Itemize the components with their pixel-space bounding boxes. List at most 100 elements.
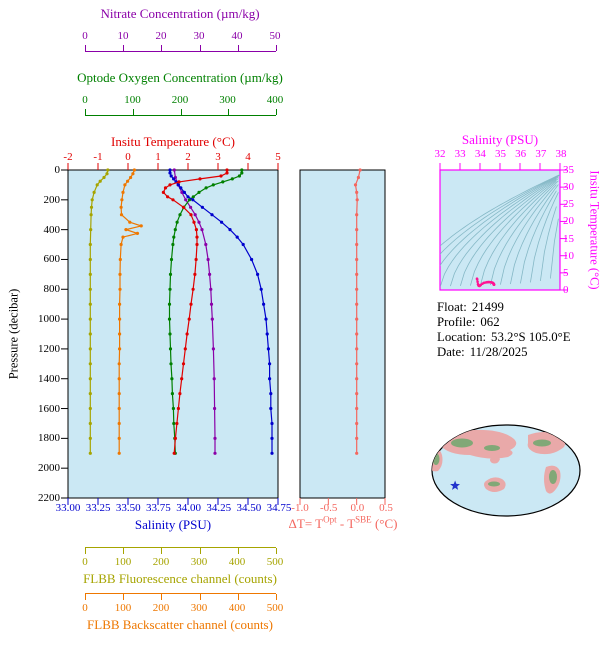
tick-label: 35 — [495, 148, 506, 160]
world-map — [431, 424, 581, 517]
fluorescence-axis-title: FLBB Fluorescence channel (counts) — [83, 571, 277, 586]
ts-salinity-axis-title: Salinity (PSU) — [461, 132, 539, 147]
series-fluorescence — [88, 168, 110, 455]
tick-label: 100 — [124, 94, 141, 106]
main-plot-canvas — [61, 163, 279, 505]
tick-mark — [276, 548, 277, 554]
map-continents — [432, 429, 574, 494]
tick-label: 800 — [43, 283, 61, 296]
fluorescence-axis-line — [85, 547, 277, 554]
backscatter-axis-labels: 0 100 200 300 400 500 — [82, 602, 283, 615]
oxygen-axis-title: Optode Oxygen Concentration (µm/kg) — [77, 70, 283, 85]
tick-mark — [161, 548, 163, 554]
float-info-block: Float: 21499 Profile: 062 Location: 53.2°S … — [437, 300, 571, 360]
tick-label: 34 — [474, 148, 486, 160]
nitrate-axis-labels: 0 10 20 30 40 50 — [82, 30, 280, 43]
tick-label: 600 — [43, 253, 61, 266]
temperature-axis-title: Insitu Temperature (°C) — [111, 134, 235, 149]
tick-label: 0 — [54, 164, 61, 176]
series-backscatter — [117, 168, 144, 455]
tick-label: 30 — [563, 181, 574, 194]
tick-mark — [199, 45, 201, 51]
location-value: 53.2°S 105.0°E — [491, 330, 571, 344]
tick-label: -2 — [63, 151, 73, 163]
fluorescence-axis-labels: 0 100 200 300 400 500 — [82, 556, 283, 569]
tick-label: 20 — [155, 30, 167, 42]
tick-label: 34.25 — [206, 502, 232, 514]
tick-label: 2200 — [38, 492, 60, 504]
float-location-star — [450, 480, 460, 490]
tick-label: 37 — [535, 148, 547, 160]
tick-mark — [276, 109, 277, 115]
oxygen-axis-line — [85, 109, 277, 116]
pressure-axis-title: Pressure (decibar) — [6, 288, 21, 380]
tick-label: 35 — [563, 164, 574, 176]
tick-label: 500 — [266, 602, 284, 614]
float-value: 21499 — [471, 300, 504, 314]
tick-label: 300 — [219, 94, 236, 106]
date-row: Date: 11/28/2025 — [437, 345, 571, 360]
tick-label: 4 — [245, 151, 251, 163]
tick-label: 0 — [82, 94, 88, 106]
vegetation-patch — [451, 438, 473, 448]
tick-label: 15 — [563, 232, 574, 245]
vegetation-patch — [533, 439, 551, 447]
tick-mark — [132, 109, 134, 115]
tick-mark — [161, 594, 163, 600]
tick-label: 0.5 — [379, 502, 393, 514]
tick-label: 1200 — [38, 342, 60, 355]
vegetation-patch — [484, 445, 500, 451]
ts-temperature-axis-labels: 0 5 10 15 20 25 30 35 — [563, 164, 583, 296]
tick-label: 1600 — [38, 402, 60, 415]
tick-label: 20 — [563, 215, 574, 228]
salinity-axis-title: Salinity (PSU) — [134, 517, 212, 532]
salinity-axis-labels: 33.00 33.25 33.50 33.75 34.00 34.25 34.50 34.75 — [56, 502, 292, 515]
delta-t-title-part: (°C) — [371, 516, 398, 531]
tick-label: 2 — [185, 151, 191, 163]
tick-mark — [123, 594, 125, 600]
tick-label: 400 — [43, 223, 61, 236]
tick-label: -1.0 — [291, 502, 309, 514]
tick-mark — [85, 45, 86, 51]
profile-value: 062 — [480, 315, 500, 329]
tick-label: 50 — [269, 30, 281, 42]
tick-label: 33.50 — [115, 502, 141, 514]
tick-mark — [237, 594, 239, 600]
series-delta-t — [353, 168, 362, 455]
tick-label: 33.00 — [55, 502, 81, 514]
oxygen-axis-labels: 0 100 200 300 400 — [82, 94, 283, 107]
ts-temperature-axis-title: Insitu Temperature (°C) — [587, 170, 602, 290]
pressure-axis-labels: 0 200 400 600 800 1000 1200 1400 1600 1800 2000 220… — [26, 164, 61, 504]
tick-label: 5 — [563, 266, 569, 279]
continent-eurasia — [440, 429, 517, 459]
tick-label: -0.5 — [319, 502, 338, 514]
tick-label: 200 — [152, 556, 170, 568]
profile-label: Profile: — [437, 315, 476, 329]
tick-mark — [85, 548, 86, 554]
float-id-row: Float: 21499 — [437, 300, 571, 315]
tick-label: 0 — [82, 602, 88, 614]
nitrate-axis-title: Nitrate Concentration (µm/kg) — [100, 6, 260, 21]
backscatter-axis-line — [85, 593, 277, 600]
tick-mark — [276, 45, 277, 51]
tick-label: 0 — [563, 284, 569, 296]
delta-t-sup-opt: Opt — [323, 514, 337, 525]
ts-salinity-axis-labels: 32 33 34 35 36 37 38 — [435, 148, 567, 161]
tick-label: 400 — [228, 602, 246, 614]
tick-mark — [199, 594, 201, 600]
tick-label: 33.75 — [146, 502, 171, 514]
tick-label: 34.00 — [176, 502, 201, 514]
tick-label: -1 — [93, 151, 103, 163]
tick-label: 38 — [555, 148, 567, 160]
tick-mark — [228, 109, 230, 115]
profile-row: Profile: 062 — [437, 315, 571, 330]
tick-mark — [237, 548, 239, 554]
tick-label: 100 — [114, 602, 132, 614]
tick-label: 32 — [434, 148, 446, 160]
tick-mark — [237, 45, 239, 51]
tick-mark — [123, 45, 125, 51]
backscatter-axis-title: FLBB Backscatter channel (counts) — [87, 617, 273, 632]
tick-label: 25 — [563, 198, 574, 211]
delta-t-axis-title: ΔT= TOpt - TSBE (°C) — [258, 514, 428, 532]
